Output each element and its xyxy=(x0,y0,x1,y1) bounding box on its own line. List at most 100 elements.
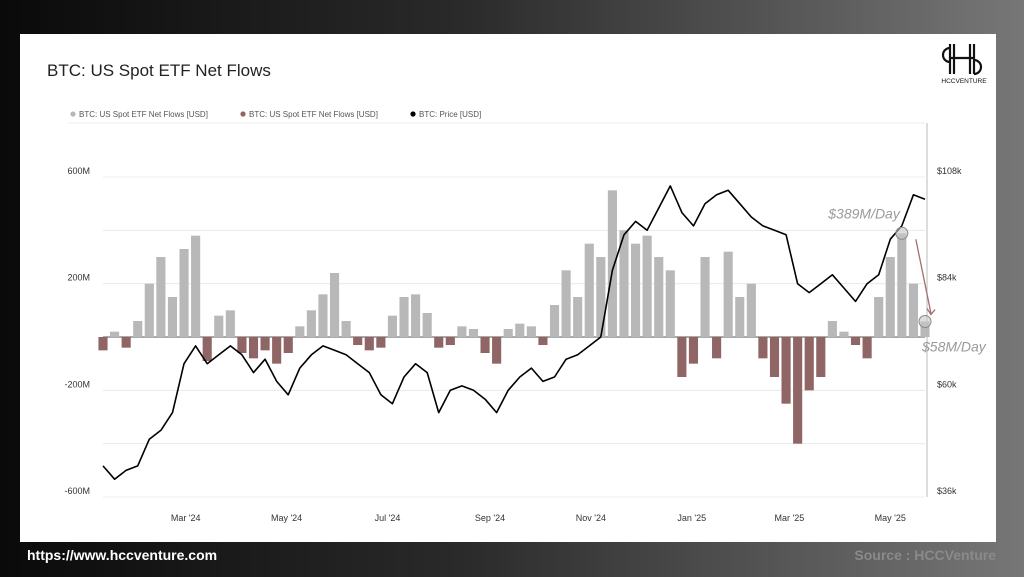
outflow-bar xyxy=(98,337,108,351)
inflow-bar xyxy=(874,297,884,337)
y-right-tick: $36k xyxy=(937,486,957,496)
inflow-bar xyxy=(607,190,617,337)
legend-marker xyxy=(240,111,246,117)
inflow-bar xyxy=(515,323,525,337)
inflow-bar xyxy=(341,321,351,337)
inflow-bar xyxy=(318,294,328,337)
x-tick: May '24 xyxy=(271,513,302,523)
outflow-bar xyxy=(758,337,768,359)
inflow-bar xyxy=(885,257,895,337)
inflow-bar xyxy=(225,310,235,337)
legend-label-2: BTC: Price [USD] xyxy=(419,110,481,119)
inflow-bar xyxy=(387,315,398,337)
x-tick: Jul '24 xyxy=(375,513,401,523)
inflow-bar xyxy=(596,257,606,337)
annotation-label: $58M/Day xyxy=(921,339,987,355)
outflow-bar xyxy=(364,337,374,351)
y-left-tick: 600M xyxy=(67,166,90,176)
inflow-bar xyxy=(573,297,583,337)
outflow-bar xyxy=(202,337,212,361)
outflow-bar xyxy=(769,337,780,377)
source-label: Source : HCCVenture xyxy=(854,547,996,563)
legend-label-1: BTC: US Spot ETF Net Flows [USD] xyxy=(249,110,378,119)
outflow-bar xyxy=(804,337,814,391)
legend-marker xyxy=(70,111,76,117)
inflow-bar xyxy=(700,257,710,337)
inflow-bar xyxy=(584,243,594,337)
y-left-tick: -600M xyxy=(64,486,90,496)
arrow-head-icon xyxy=(926,308,936,316)
inflow-bar xyxy=(549,305,560,337)
outflow-bar xyxy=(688,337,699,364)
outflow-bar xyxy=(445,337,455,345)
legend-label-0: BTC: US Spot ETF Net Flows [USD] xyxy=(79,110,208,119)
inflow-bar xyxy=(827,321,837,337)
hccventure-logo: HCCVENTURE xyxy=(941,44,987,85)
x-tick: Jan '25 xyxy=(677,513,706,523)
outflow-bar xyxy=(353,337,363,345)
x-tick: Nov '24 xyxy=(576,513,606,523)
x-tick: May '25 xyxy=(875,513,906,523)
inflow-bar xyxy=(295,326,305,337)
inflow-bar xyxy=(526,326,536,337)
annotation-marker xyxy=(918,315,932,329)
outflow-bar xyxy=(248,337,259,359)
inflow-bar xyxy=(329,273,340,337)
chart-title: BTC: US Spot ETF Net Flows xyxy=(47,61,271,80)
outflow-bar xyxy=(434,337,444,348)
outflow-bar xyxy=(862,337,872,359)
x-tick: Mar '25 xyxy=(775,513,805,523)
inflow-bar xyxy=(723,251,733,337)
inflow-bar xyxy=(468,329,479,337)
annotation-marker xyxy=(895,226,909,240)
inflow-bar xyxy=(665,270,675,337)
outflow-bar xyxy=(237,337,247,353)
inflow-bar xyxy=(191,235,201,337)
inflow-bar xyxy=(630,243,641,337)
outflow-bar xyxy=(376,337,386,348)
inflow-bar xyxy=(642,235,652,337)
outflow-bar xyxy=(480,337,490,353)
inflow-bar xyxy=(144,283,154,337)
inflow-bar xyxy=(399,297,409,337)
outflow-bar xyxy=(793,337,803,444)
outflow-bar xyxy=(272,337,282,364)
outflow-bar xyxy=(781,337,791,404)
outflow-bar xyxy=(283,337,293,353)
x-tick: Mar '24 xyxy=(171,513,201,523)
x-tick: Sep '24 xyxy=(475,513,505,523)
inflow-bar xyxy=(156,257,166,337)
y-left-tick: -200M xyxy=(64,379,90,389)
y-right-tick: $84k xyxy=(937,273,957,283)
inflow-bar xyxy=(306,310,316,337)
inflow-bar xyxy=(457,326,467,337)
inflow-bar xyxy=(503,329,513,337)
inflow-bar xyxy=(422,313,432,337)
website-link[interactable]: https://www.hccventure.com xyxy=(27,547,218,563)
inflow-bar xyxy=(908,283,918,337)
outflow-bar xyxy=(260,337,270,351)
outflow-bar xyxy=(492,337,502,364)
price-line xyxy=(102,185,926,481)
y-left-tick: 200M xyxy=(67,273,90,283)
inflow-bar xyxy=(167,297,178,337)
inflow-bar xyxy=(746,283,756,337)
inflow-bar xyxy=(897,233,907,337)
outflow-bar xyxy=(850,337,861,345)
outflow-bar xyxy=(121,337,131,348)
inflow-bar xyxy=(839,331,849,337)
inflow-bar xyxy=(411,294,421,337)
inflow-bar xyxy=(561,270,571,337)
inflow-bar xyxy=(619,230,629,337)
outflow-bar xyxy=(538,337,548,345)
inflow-bar xyxy=(654,257,664,337)
legend-marker xyxy=(410,111,416,117)
annotation-arrow xyxy=(915,239,932,314)
inflow-bar xyxy=(920,321,930,337)
inflow-bar xyxy=(133,321,143,337)
inflow-bar xyxy=(110,331,120,337)
outflow-bar xyxy=(816,337,826,377)
inflow-bar xyxy=(735,297,745,337)
y-right-tick: $60k xyxy=(937,379,957,389)
